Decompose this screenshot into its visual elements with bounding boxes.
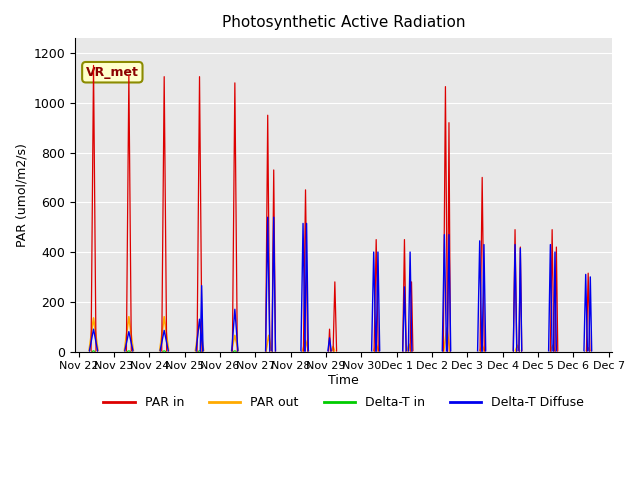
Text: VR_met: VR_met (86, 66, 139, 79)
X-axis label: Time: Time (328, 374, 359, 387)
Y-axis label: PAR (umol/m2/s): PAR (umol/m2/s) (15, 143, 28, 247)
Legend: PAR in, PAR out, Delta-T in, Delta-T Diffuse: PAR in, PAR out, Delta-T in, Delta-T Dif… (99, 391, 589, 414)
Title: Photosynthetic Active Radiation: Photosynthetic Active Radiation (222, 15, 465, 30)
